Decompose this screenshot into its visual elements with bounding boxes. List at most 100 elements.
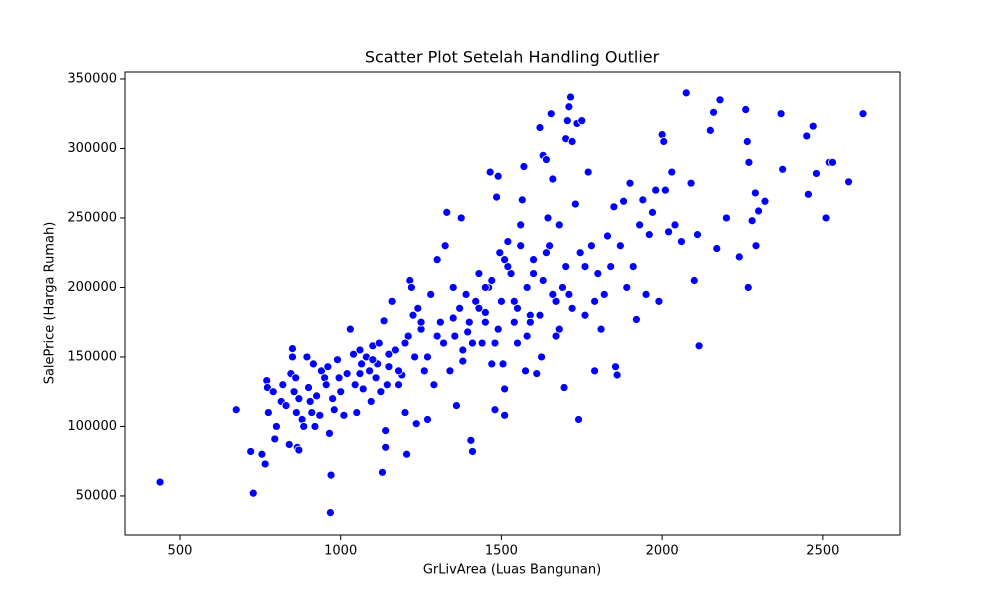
point [336, 387, 346, 397]
point [466, 435, 476, 445]
point [248, 488, 258, 498]
point [302, 352, 312, 362]
point [778, 164, 788, 174]
point [500, 255, 510, 265]
point [532, 369, 542, 379]
point [394, 366, 403, 376]
point [270, 434, 280, 444]
point [564, 102, 574, 112]
point [558, 283, 567, 292]
point [529, 269, 538, 278]
point [429, 380, 439, 390]
x-axis-label: GrLivArea (Luas Bangunan) [423, 563, 601, 578]
point [442, 207, 452, 217]
point [659, 137, 669, 146]
point [519, 162, 529, 171]
point [498, 359, 508, 369]
x-tick-label: 1000 [324, 544, 357, 559]
point [537, 352, 546, 362]
point [521, 366, 530, 376]
point [384, 349, 394, 359]
point [493, 171, 503, 181]
point [333, 355, 342, 365]
point [376, 387, 386, 397]
point [407, 283, 416, 292]
point [365, 366, 375, 376]
point [448, 283, 458, 292]
point [432, 255, 442, 265]
y-axis-label: SalePrice (Harga Rumah) [43, 222, 58, 385]
point [628, 262, 638, 271]
point [517, 195, 527, 205]
point [577, 116, 587, 126]
point [291, 408, 301, 417]
point [538, 276, 548, 285]
point [231, 405, 241, 415]
point [355, 369, 365, 379]
point [155, 477, 165, 487]
point [378, 467, 387, 477]
point [566, 92, 575, 102]
point [670, 220, 680, 230]
point [463, 327, 473, 337]
y-tick-label: 350000 [67, 71, 117, 86]
point [382, 380, 392, 390]
point [487, 276, 497, 285]
point [390, 345, 400, 355]
point [542, 248, 551, 258]
point [734, 252, 744, 262]
point [308, 359, 318, 369]
point [612, 370, 622, 380]
point [500, 384, 510, 394]
point [559, 383, 569, 392]
point [268, 387, 278, 397]
point [705, 125, 715, 135]
point [288, 344, 297, 354]
point [603, 231, 612, 241]
point [400, 338, 410, 348]
point [509, 317, 519, 327]
point [368, 355, 378, 365]
point [611, 362, 620, 372]
point [635, 220, 645, 230]
point [246, 447, 256, 456]
point [394, 380, 403, 390]
y-tick-label: 250000 [67, 210, 117, 225]
point [468, 447, 477, 456]
point [281, 401, 291, 410]
point [632, 315, 641, 324]
point [350, 380, 360, 390]
y-tick-label: 300000 [67, 141, 117, 156]
point [590, 366, 600, 376]
point [323, 362, 333, 372]
point [812, 169, 821, 178]
point [660, 185, 670, 195]
point [516, 241, 526, 251]
point [567, 303, 577, 313]
point [575, 248, 585, 258]
point [381, 442, 391, 452]
point [590, 296, 600, 306]
point [551, 331, 561, 341]
point [715, 95, 725, 105]
point [456, 213, 466, 223]
point [808, 121, 818, 131]
point [503, 237, 513, 246]
point [413, 303, 423, 313]
point [408, 310, 418, 320]
point [490, 405, 500, 415]
point [689, 276, 699, 285]
point [593, 269, 603, 278]
point [599, 289, 609, 299]
point [747, 216, 757, 226]
point [455, 303, 465, 313]
point [357, 359, 366, 369]
point [284, 440, 294, 449]
point [546, 109, 556, 119]
plot-frame [124, 71, 901, 536]
point [328, 394, 338, 404]
point [461, 289, 471, 299]
point [567, 137, 577, 146]
point [561, 262, 571, 271]
point [257, 449, 267, 459]
